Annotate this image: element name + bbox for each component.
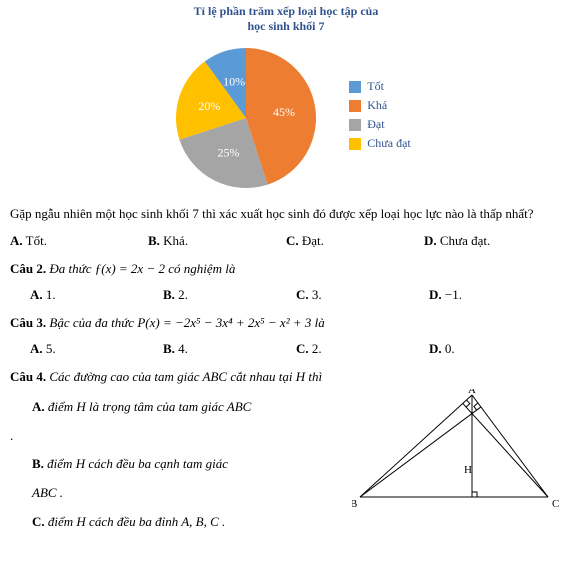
q3-c: 2. <box>312 341 322 356</box>
label-b: B. <box>163 341 175 356</box>
vertex-a: A <box>468 389 476 396</box>
pie-pct-Khá: 45% <box>273 105 295 119</box>
q4-opt-b: B. điểm H cách đều ba cạnh tam giác <box>32 454 346 475</box>
q2-stem: Đa thức ƒ(x) = 2x − 2 có nghiệm là <box>49 261 235 276</box>
q2-label: Câu 2. <box>10 261 46 276</box>
pie-chart: 45% 25% 20%10% <box>161 40 331 190</box>
chart-legend: Tốt Khá Đạt Chưa đạt <box>349 75 411 155</box>
q3-opt-c: C. 2. <box>296 341 429 357</box>
legend-item-Đạt: Đạt <box>349 117 411 132</box>
q4-wrap: A. điểm H là trọng tâm của tam giác ABC … <box>10 389 562 539</box>
q4-b: điểm H cách đều ba cạnh tam giác <box>47 456 228 471</box>
q2-opt-d: D. −1. <box>429 287 562 303</box>
label-c: C. <box>296 287 309 302</box>
q3-opt-a: A. 5. <box>30 341 163 357</box>
label-b: B. <box>163 287 175 302</box>
q3-line: Câu 3. Bậc của đa thức P(x) = −2x⁵ − 3x⁴… <box>10 315 562 331</box>
q1-opt-d: D. Chưa đạt. <box>424 233 562 249</box>
q1-a-text: Tốt. <box>26 233 47 248</box>
label-a: A. <box>30 341 43 356</box>
label-d: D. <box>424 233 437 248</box>
label-a: A. <box>32 399 45 414</box>
legend-item-Tốt: Tốt <box>349 79 411 94</box>
q1-options: A. Tốt. B. Khá. C. Đạt. D. Chưa đạt. <box>10 233 562 249</box>
vertex-c: C <box>552 498 559 509</box>
chart-title: Tỉ lệ phần trăm xếp loại học tập của học… <box>10 4 562 34</box>
q3-opt-b: B. 4. <box>163 341 296 357</box>
q4-left: A. điểm H là trọng tâm của tam giác ABC … <box>10 389 346 539</box>
legend-swatch <box>349 81 361 93</box>
q3-a: 5. <box>46 341 56 356</box>
q2-line: Câu 2. Đa thức ƒ(x) = 2x − 2 có nghiệm l… <box>10 261 562 277</box>
label-d: D. <box>429 287 442 302</box>
pie-pct-Chưa đạt: 20% <box>199 99 221 113</box>
legend-label: Chưa đạt <box>367 136 411 151</box>
pie-chart-block: Tỉ lệ phần trăm xếp loại học tập của học… <box>10 4 562 190</box>
q4-stem: Các đường cao của tam giác ABC cắt nhau … <box>49 369 322 384</box>
label-a: A. <box>30 287 43 302</box>
label-b: B. <box>32 456 44 471</box>
label-b: B. <box>148 233 160 248</box>
triangle-figure: A B C H <box>352 389 562 509</box>
chart-row: 45% 25% 20%10% Tốt Khá Đạt Chưa đạt <box>10 40 562 190</box>
q4-opt-a: A. điểm H là trọng tâm của tam giác ABC <box>32 397 346 418</box>
q4-opt-c: C. điểm H cách đều ba đỉnh A, B, C . <box>32 512 346 533</box>
label-d: D. <box>429 341 442 356</box>
q4-label: Câu 4. <box>10 369 46 384</box>
legend-swatch <box>349 138 361 150</box>
q4-a: điểm H là trọng tâm của tam giác ABC <box>48 399 251 414</box>
legend-label: Tốt <box>367 79 384 94</box>
q4-b2: ABC . <box>32 485 63 500</box>
q3-b: 4. <box>178 341 188 356</box>
q3-options: A. 5. B. 4. C. 2. D. 0. <box>30 341 562 357</box>
chart-title-l1: Tỉ lệ phần trăm xếp loại học tập của <box>194 4 379 18</box>
q3-stem: Bậc của đa thức P(x) = −2x⁵ − 3x⁴ + 2x⁵ … <box>49 315 324 330</box>
legend-item-Khá: Khá <box>349 98 411 113</box>
label-c: C. <box>32 514 45 529</box>
q2-opt-a: A. 1. <box>30 287 163 303</box>
q2-c: 3. <box>312 287 322 302</box>
chart-title-l2: học sinh khối 7 <box>247 19 324 33</box>
label-a: A. <box>10 233 23 248</box>
q4-opt-b2: ABC . <box>32 483 346 504</box>
q1-opt-b: B. Khá. <box>148 233 286 249</box>
q4-dot: . <box>10 426 346 447</box>
pie-pct-Tốt: 10% <box>223 74 245 88</box>
label-c: C. <box>296 341 309 356</box>
q2-options: A. 1. B. 2. C. 3. D. −1. <box>30 287 562 303</box>
q3-label: Câu 3. <box>10 315 46 330</box>
legend-label: Khá <box>367 98 387 113</box>
q4-c: điểm H cách đều ba đỉnh A, B, C . <box>48 514 225 529</box>
q2-a: 1. <box>46 287 56 302</box>
legend-swatch <box>349 119 361 131</box>
q1-c-text: Đạt. <box>302 233 324 248</box>
q2-opt-c: C. 3. <box>296 287 429 303</box>
legend-label: Đạt <box>367 117 384 132</box>
q2-opt-b: B. 2. <box>163 287 296 303</box>
q1-stem: Gặp ngẫu nhiên một học sinh khối 7 thì x… <box>10 204 562 225</box>
legend-item-Chưa đạt: Chưa đạt <box>349 136 411 151</box>
q4-line: Câu 4. Các đường cao của tam giác ABC cắ… <box>10 369 562 385</box>
point-h: H <box>464 464 472 476</box>
q1-b-text: Khá. <box>163 233 188 248</box>
vertex-b: B <box>352 498 357 509</box>
q3-d: 0. <box>445 341 455 356</box>
q1-opt-c: C. Đạt. <box>286 233 424 249</box>
legend-swatch <box>349 100 361 112</box>
q3-opt-d: D. 0. <box>429 341 562 357</box>
q2-b: 2. <box>178 287 188 302</box>
q1-d-text: Chưa đạt. <box>440 233 490 248</box>
pie-pct-Đạt: 25% <box>218 145 240 159</box>
label-c: C. <box>286 233 299 248</box>
q2-d: −1. <box>445 287 462 302</box>
q1-opt-a: A. Tốt. <box>10 233 148 249</box>
